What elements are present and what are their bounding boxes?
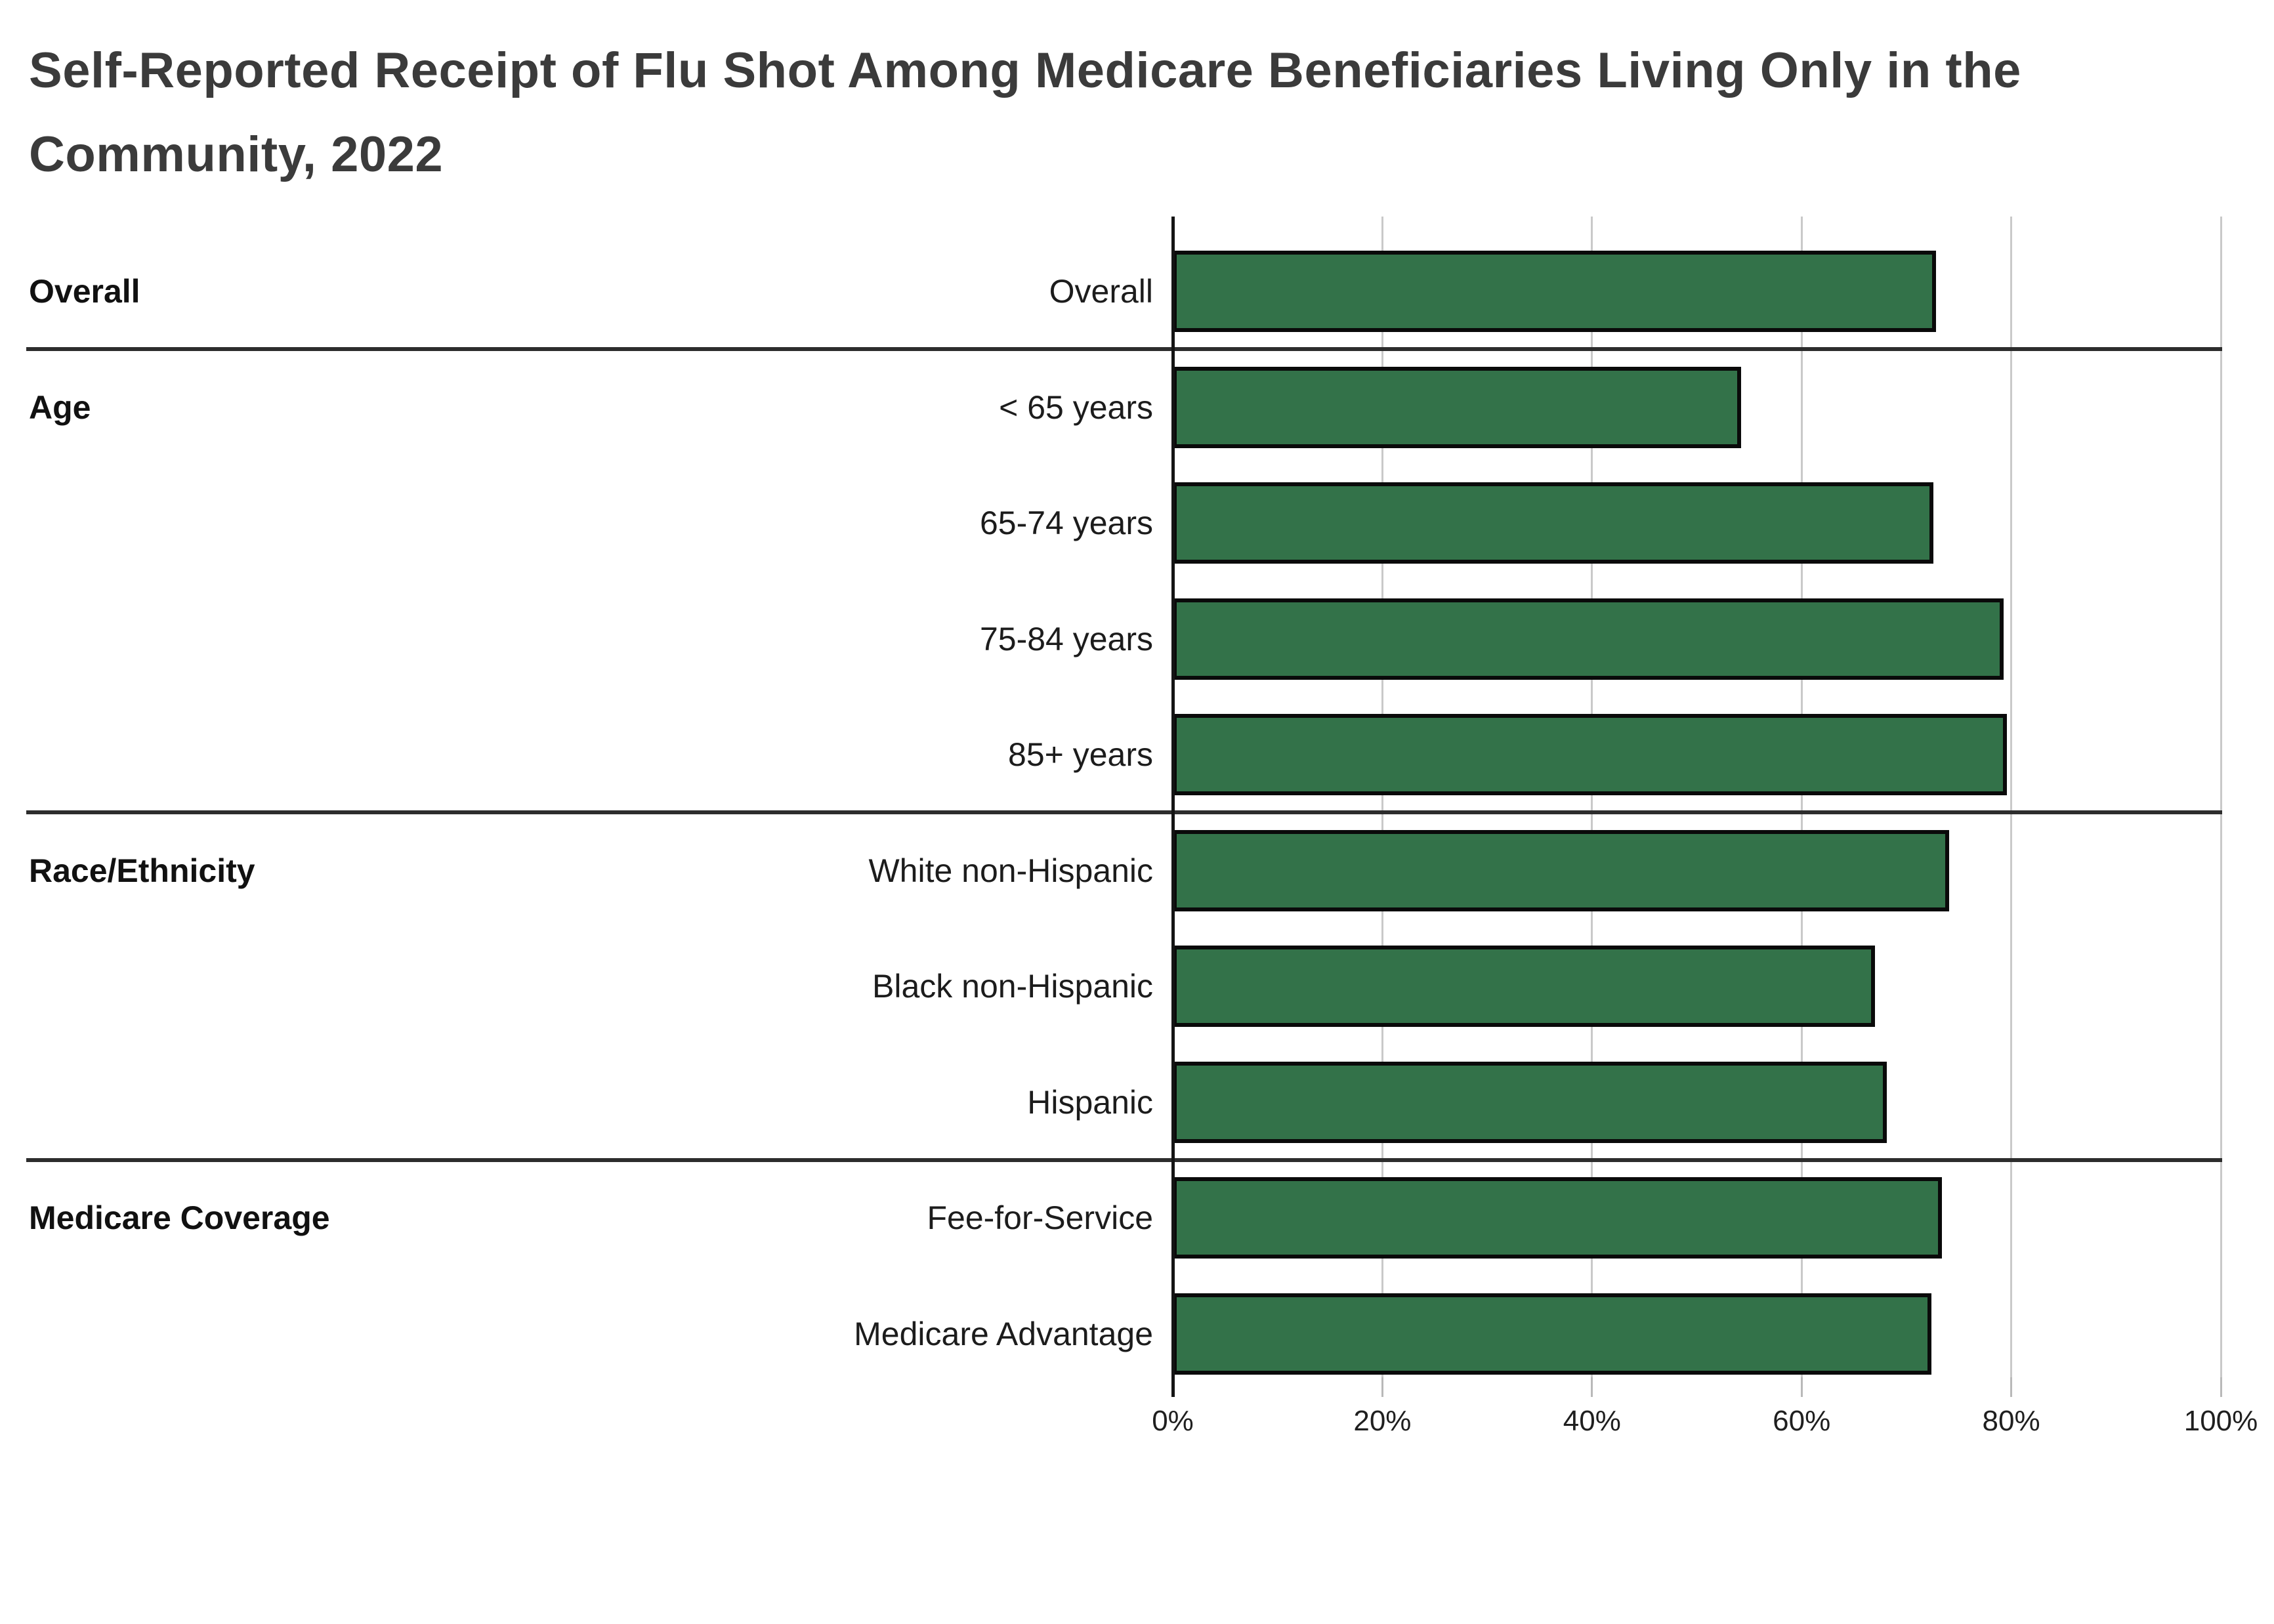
row-label: < 65 years xyxy=(999,388,1153,426)
row-label: 65-74 years xyxy=(979,505,1153,541)
tick-label: 40% xyxy=(1563,1404,1621,1437)
bar xyxy=(1173,482,1934,564)
bar xyxy=(1173,251,1936,332)
tick-label: 20% xyxy=(1353,1404,1412,1437)
bar xyxy=(1173,829,1950,911)
tick-label: 0% xyxy=(1152,1404,1194,1437)
gridline xyxy=(1591,217,1593,1377)
separator-line xyxy=(26,347,2222,352)
tick-label: 80% xyxy=(1982,1404,2040,1437)
row-label: Hispanic xyxy=(1027,1083,1153,1121)
bar xyxy=(1173,1293,1932,1375)
tick-label: 60% xyxy=(1773,1404,1831,1437)
gridline xyxy=(1800,217,1803,1377)
tick-mark xyxy=(2220,1377,2222,1397)
bar xyxy=(1173,598,2004,680)
axis-line xyxy=(1171,217,1175,1397)
row-label: Black non-Hispanic xyxy=(872,968,1153,1005)
row-label: Fee-for-Service xyxy=(927,1199,1153,1236)
gridline xyxy=(1381,217,1383,1377)
bar xyxy=(1173,366,1741,448)
bar xyxy=(1173,1061,1887,1143)
separator-line xyxy=(26,1157,2222,1162)
bar xyxy=(1173,1177,1943,1259)
group-label: Medicare Coverage xyxy=(29,1199,330,1236)
row-label: Overall xyxy=(1049,273,1153,310)
group-label: Race/Ethnicity xyxy=(29,852,255,889)
tick-label: 100% xyxy=(2183,1404,2258,1437)
tick-mark xyxy=(2010,1377,2013,1397)
row-label: White non-Hispanic xyxy=(868,852,1153,889)
group-label: Overall xyxy=(29,273,140,310)
separator-line xyxy=(26,810,2222,815)
group-label: Age xyxy=(29,388,91,426)
bar xyxy=(1173,946,1875,1027)
gridline xyxy=(2010,217,2013,1377)
gridline xyxy=(2220,217,2222,1377)
tick-mark xyxy=(1591,1377,1593,1397)
tick-mark xyxy=(1800,1377,1803,1397)
page-title: Self-Reported Receipt of Flu Shot Among … xyxy=(29,43,2021,182)
bar xyxy=(1173,714,2008,795)
tick-mark xyxy=(1381,1377,1383,1397)
row-label: Medicare Advantage xyxy=(854,1315,1153,1352)
row-label: 85+ years xyxy=(1008,736,1153,773)
row-label: 75-84 years xyxy=(979,620,1153,657)
